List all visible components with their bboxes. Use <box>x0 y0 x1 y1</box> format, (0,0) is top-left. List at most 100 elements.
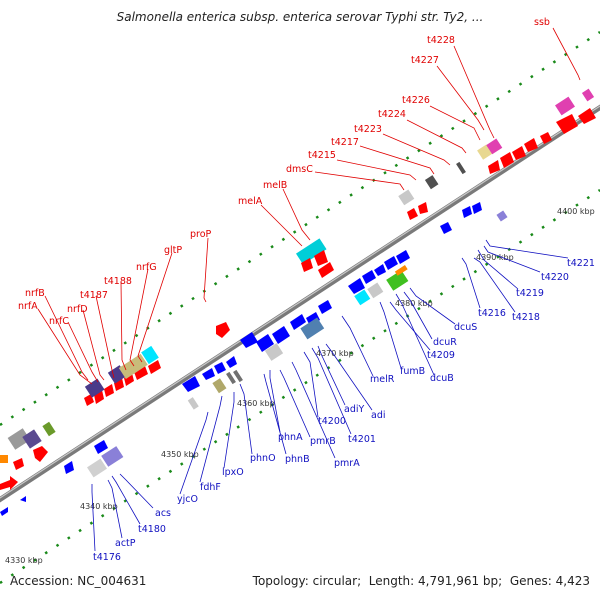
gene-arrow[interactable] <box>240 332 258 348</box>
gene-label-nrfC[interactable]: nrfC <box>49 316 69 327</box>
gene-box[interactable] <box>187 397 199 410</box>
gene-arrow[interactable] <box>202 368 215 380</box>
gene-label-phnB[interactable]: phnB <box>285 454 310 465</box>
gene-arrow[interactable] <box>114 378 124 391</box>
gene-box[interactable] <box>456 161 466 175</box>
gene-label-t4201[interactable]: t4201 <box>348 434 376 445</box>
gene-label-adi[interactable]: adi <box>371 410 386 421</box>
gene-box[interactable] <box>496 210 508 222</box>
gene-box[interactable] <box>42 421 56 437</box>
gene-label-nrfB[interactable]: nrfB <box>25 288 45 299</box>
gene-box[interactable] <box>141 345 159 365</box>
gene-arrow[interactable] <box>256 334 274 352</box>
gene-arrow[interactable] <box>104 384 114 397</box>
gene-box[interactable] <box>0 455 8 463</box>
gene-label-gltP[interactable]: gltP <box>164 245 182 256</box>
gene-arrow[interactable] <box>124 373 134 386</box>
gene-label-pmrA[interactable]: pmrA <box>334 458 360 469</box>
gene-label-yjcO[interactable]: yjcO <box>177 494 198 505</box>
gene-box[interactable] <box>386 270 409 291</box>
gene-label-t4216[interactable]: t4216 <box>478 308 506 319</box>
gene-arrow[interactable] <box>462 206 472 218</box>
gene-box[interactable] <box>101 446 124 467</box>
gene-arrow[interactable] <box>512 146 526 160</box>
gene-box[interactable] <box>581 88 595 102</box>
gene-box[interactable] <box>295 238 327 265</box>
gene-label-adiY[interactable]: adiY <box>344 404 364 415</box>
gene-label-dcuS[interactable]: dcuS <box>454 322 477 333</box>
gene-arrow[interactable] <box>318 300 332 314</box>
gene-label-acs[interactable]: acs <box>155 508 171 519</box>
gene-label-t4176[interactable]: t4176 <box>93 552 121 563</box>
gene-label-t4223[interactable]: t4223 <box>354 124 382 135</box>
gene-label-proP[interactable]: proP <box>190 229 212 240</box>
gene-label-fumB[interactable]: fumB <box>400 366 425 377</box>
gene-label-t4219[interactable]: t4219 <box>516 288 544 299</box>
gene-box[interactable] <box>87 458 107 478</box>
gene-label-lpxO[interactable]: lpxO <box>222 467 244 478</box>
gene-arrow[interactable] <box>500 152 514 168</box>
gene-arrow[interactable] <box>214 362 226 374</box>
gene-box[interactable] <box>7 428 31 450</box>
gene-arrow[interactable] <box>314 250 328 266</box>
gene-box[interactable] <box>264 343 284 361</box>
gene-label-t4220[interactable]: t4220 <box>541 272 569 283</box>
gene-label-ssb[interactable]: ssb <box>534 17 550 28</box>
gene-arrow[interactable] <box>134 366 148 380</box>
gene-arrow[interactable] <box>216 322 230 338</box>
gene-arrow[interactable] <box>94 440 108 454</box>
gene-box[interactable] <box>226 371 236 385</box>
gene-arrow[interactable] <box>440 222 452 234</box>
gene-label-t4209[interactable]: t4209 <box>427 350 455 361</box>
gene-label-t4217[interactable]: t4217 <box>331 137 359 148</box>
gene-arrow[interactable] <box>13 458 24 470</box>
gene-arrow[interactable] <box>64 461 74 474</box>
gene-arrow[interactable] <box>556 114 578 134</box>
gene-arrow[interactable] <box>396 250 410 264</box>
gene-box[interactable] <box>394 265 408 276</box>
gene-box[interactable] <box>555 96 575 116</box>
gene-arrow[interactable] <box>578 108 596 124</box>
gene-arrow[interactable] <box>0 476 18 490</box>
gene-arrow[interactable] <box>290 314 306 330</box>
gene-label-dcuB[interactable]: dcuB <box>430 373 454 384</box>
gene-box[interactable] <box>486 138 503 155</box>
gene-label-actP[interactable]: actP <box>115 538 136 549</box>
gene-label-melB[interactable]: melB <box>263 180 287 191</box>
gene-box[interactable] <box>354 289 371 306</box>
gene-arrow[interactable] <box>318 262 334 278</box>
gene-arrow[interactable] <box>407 208 418 220</box>
gene-box[interactable] <box>22 429 42 449</box>
gene-label-fdhF[interactable]: fdhF <box>200 482 221 493</box>
gene-arrow[interactable] <box>488 160 500 174</box>
gene-arrow[interactable] <box>0 507 8 516</box>
gene-label-phnA[interactable]: phnA <box>278 432 303 443</box>
gene-label-t4224[interactable]: t4224 <box>378 109 406 120</box>
gene-label-t4187[interactable]: t4187 <box>80 290 108 301</box>
gene-label-t4188[interactable]: t4188 <box>104 276 132 287</box>
gene-label-nrfA[interactable]: nrfA <box>18 301 38 312</box>
gene-arrow[interactable] <box>540 132 552 144</box>
gene-box[interactable] <box>212 378 227 394</box>
gene-label-melR[interactable]: melR <box>370 374 395 385</box>
gene-arrow[interactable] <box>33 446 48 462</box>
gene-label-t4215[interactable]: t4215 <box>308 150 336 161</box>
gene-label-pmrB[interactable]: pmrB <box>310 436 336 447</box>
gene-arrow[interactable] <box>182 376 200 392</box>
gene-box[interactable] <box>300 317 325 340</box>
gene-arrow[interactable] <box>374 264 386 276</box>
gene-box[interactable] <box>367 282 384 299</box>
gene-arrow[interactable] <box>384 256 398 270</box>
gene-arrow[interactable] <box>524 138 538 152</box>
gene-arrow[interactable] <box>148 360 161 374</box>
gene-label-t4200[interactable]: t4200 <box>318 416 346 427</box>
gene-label-dcuR[interactable]: dcuR <box>433 337 457 348</box>
gene-label-nrfG[interactable]: nrfG <box>136 262 157 273</box>
gene-arrow[interactable] <box>272 326 290 344</box>
gene-label-t4226[interactable]: t4226 <box>402 95 430 106</box>
gene-label-phnO[interactable]: phnO <box>250 453 276 464</box>
gene-box[interactable] <box>398 189 415 206</box>
gene-box[interactable] <box>424 175 439 190</box>
gene-arrow[interactable] <box>20 496 26 502</box>
gene-label-melA[interactable]: melA <box>238 196 263 207</box>
